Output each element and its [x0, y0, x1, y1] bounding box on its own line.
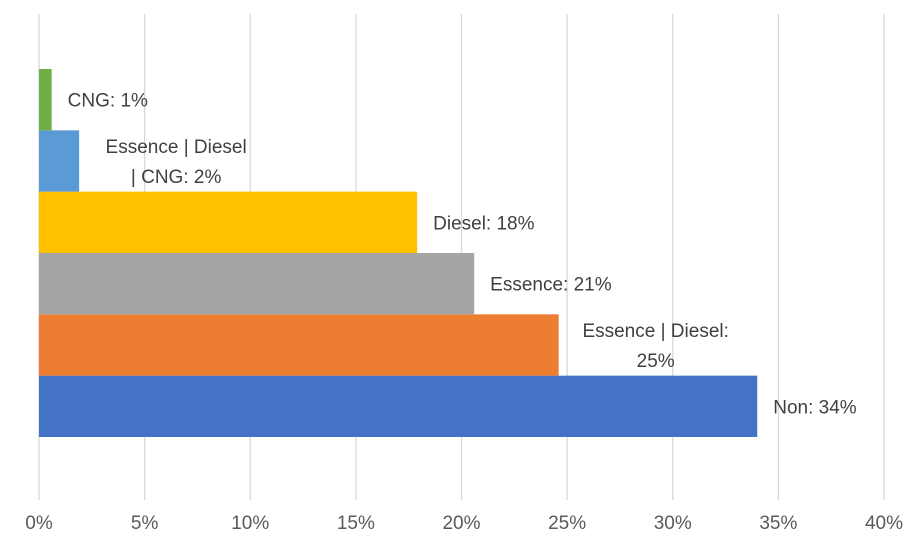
data-label: Essence: 21%: [490, 275, 612, 296]
bar-essence: [39, 253, 475, 315]
data-label-line: Essence | Diesel:: [582, 321, 728, 342]
x-tick-label: 15%: [337, 513, 375, 534]
bar-essence-diesel: [39, 314, 559, 376]
data-label-line: | CNG: 2%: [131, 167, 222, 188]
bar-cng: [39, 69, 52, 131]
data-label: Diesel: 18%: [433, 213, 534, 234]
data-label: Essence | Diesel | CNG: 2%: [106, 137, 247, 188]
data-label-line: 25%: [637, 351, 675, 372]
data-label: CNG: 1%: [68, 91, 148, 112]
x-tick-label: 25%: [548, 513, 586, 534]
data-label: Non: 34%: [773, 397, 857, 418]
x-axis-ticks: 0% 5% 10% 15% 20% 25% 30% 35% 40%: [25, 513, 903, 534]
bar-diesel: [39, 191, 418, 253]
data-label-line: Non: 34%: [773, 397, 857, 418]
x-tick-label: 30%: [654, 513, 692, 534]
x-tick-label: 20%: [442, 513, 480, 534]
x-tick-label: 5%: [131, 513, 159, 534]
data-labels: Non: 34% Essence | Diesel: 25% Essence: 21%…: [68, 91, 857, 419]
data-label-line: CNG: 1%: [68, 91, 148, 112]
data-label-line: Diesel: 18%: [433, 213, 534, 234]
bar-essence-diesel-cng: [39, 130, 80, 192]
bars: [39, 69, 758, 437]
data-label: Essence | Diesel: 25%: [582, 321, 728, 372]
x-tick-label: 0%: [25, 513, 53, 534]
bar-non: [39, 375, 758, 437]
data-label-line: Essence: 21%: [490, 275, 612, 296]
x-tick-label: 40%: [865, 513, 903, 534]
x-tick-label: 35%: [759, 513, 797, 534]
data-label-line: Essence | Diesel: [106, 137, 247, 158]
x-tick-label: 10%: [231, 513, 269, 534]
